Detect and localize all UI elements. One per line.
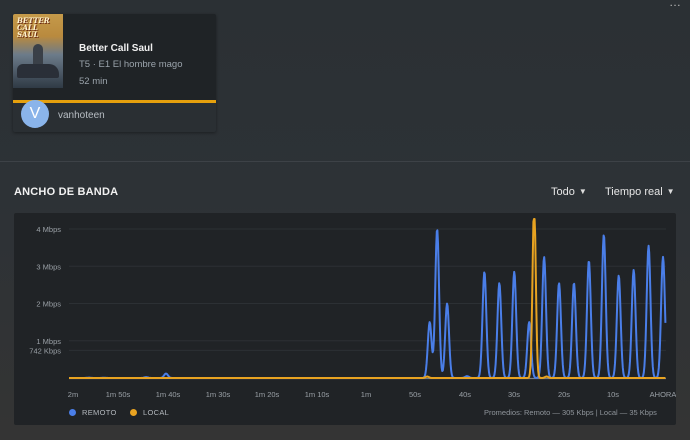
x-tick-label: 1m 10s: [305, 390, 330, 399]
episode-duration: 52 min: [79, 76, 108, 87]
bandwidth-title: ANCHO DE BANDA: [14, 186, 119, 198]
y-tick-label: 2 Mbps: [36, 300, 61, 309]
username[interactable]: vanhoteen: [58, 110, 105, 121]
legend-local-label: LOCAL: [143, 408, 170, 417]
legend-local[interactable]: LOCAL: [130, 408, 169, 417]
range-dropdown[interactable]: Tiempo real ▼: [605, 186, 675, 198]
remote-dot-icon: [69, 409, 76, 416]
show-title[interactable]: Better Call Saul: [79, 43, 153, 54]
x-tick-label: AHORA: [650, 390, 676, 399]
progress-fill: [13, 100, 216, 103]
x-tick-label: 1m 50s: [106, 390, 131, 399]
user-row[interactable]: V vanhoteen: [13, 100, 216, 132]
chevron-down-icon: ▼: [666, 187, 675, 196]
filter-dropdown[interactable]: Todo ▼: [551, 186, 587, 198]
series-line-local: [68, 218, 666, 379]
legend-remote-label: REMOTO: [82, 408, 117, 417]
range-label: Tiempo real: [605, 186, 663, 198]
poster-title: BETTER CALL SAUL: [17, 16, 50, 39]
x-tick-label: 40s: [459, 390, 471, 399]
x-tick-label: 1m 30s: [206, 390, 231, 399]
section-divider: [0, 161, 690, 162]
y-tick-label: 4 Mbps: [36, 225, 61, 234]
more-icon[interactable]: …: [669, 0, 681, 9]
filter-label: Todo: [551, 186, 575, 198]
legend-remote[interactable]: REMOTO: [69, 408, 117, 417]
averages-text: Promedios: Remoto — 305 Kbps | Local — 3…: [484, 408, 657, 417]
x-tick-label: 10s: [607, 390, 619, 399]
x-tick-label: 50s: [409, 390, 421, 399]
series-line-remoto: [68, 229, 667, 379]
poster-car: [17, 64, 59, 78]
poster-image: BETTER CALL SAUL: [13, 14, 63, 88]
x-tick-label: 1m 20s: [255, 390, 280, 399]
x-tick-label: 1m: [361, 390, 371, 399]
y-tick-label: 1 Mbps: [36, 337, 61, 346]
episode-info: T5 · E1 El hombre mago: [79, 59, 183, 70]
x-tick-label: 2m: [68, 390, 78, 399]
y-tick-label: 742 Kbps: [29, 346, 61, 355]
y-tick-label: 3 Mbps: [36, 262, 61, 271]
session-card[interactable]: BETTER CALL SAUL Better Call Saul T5 · E…: [13, 14, 216, 132]
x-tick-label: 1m 40s: [156, 390, 181, 399]
chevron-down-icon: ▼: [578, 187, 587, 196]
bandwidth-chart-panel: 742 Kbps 1 Mbps 2 Mbps 3 Mbps 4 Mbps 2m 1m 50s…: [14, 213, 676, 425]
x-tick-label: 30s: [508, 390, 520, 399]
local-dot-icon: [130, 409, 137, 416]
avatar[interactable]: V: [21, 100, 49, 128]
x-tick-label: 20s: [558, 390, 570, 399]
poster-figure: [33, 44, 43, 70]
progress-bar: [13, 100, 216, 103]
